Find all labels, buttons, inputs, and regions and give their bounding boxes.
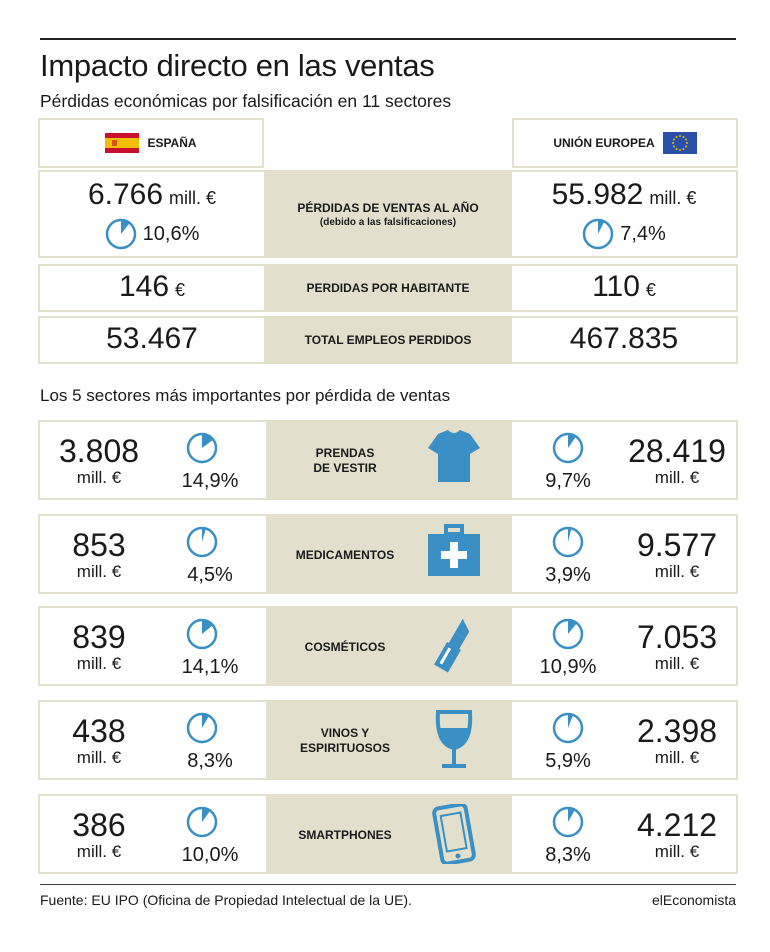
summary-label-per-capita: PERDIDAS POR HABITANTE xyxy=(264,266,512,310)
source-note: Fuente: EU IPO (Oficina de Propiedad Int… xyxy=(40,892,412,908)
spain-sector-pie-icon xyxy=(186,712,218,744)
smartphone-icon xyxy=(432,804,476,864)
eu-sector-pct: 10,9% xyxy=(539,656,597,678)
eu-column-header: UNIÓN EUROPEA xyxy=(512,118,738,168)
spain-jobs: 53.467 xyxy=(106,322,198,355)
spain-sector-value: 438 xyxy=(72,713,126,749)
spain-label: ESPAÑA xyxy=(147,136,197,150)
eu-sector-unit: mill. € xyxy=(654,654,700,673)
eu-sector-unit: mill. € xyxy=(654,748,700,767)
sector-row: 853 mill. €4,5% MEDICAMENTOS 3,9% 9.577 mill.… xyxy=(38,514,738,594)
eu-sector-pie-icon xyxy=(552,526,584,558)
summary-label-jobs: TOTAL EMPLEOS PERDIDOS xyxy=(264,318,512,362)
eu-sector-unit: mill. € xyxy=(654,562,700,581)
eu-sector-value: 28.419 xyxy=(628,433,726,469)
page-title: Impacto directo en las ventas xyxy=(40,48,435,83)
lipstick-icon xyxy=(434,618,470,673)
spain-sector-pie-icon xyxy=(186,806,218,838)
eu-label: UNIÓN EUROPEA xyxy=(553,136,655,150)
spain-sector-unit: mill. € xyxy=(76,842,122,861)
spain-sector-unit: mill. € xyxy=(76,654,122,673)
eu-sector-pct: 5,9% xyxy=(545,750,591,772)
spain-sector-pct: 8,3% xyxy=(187,750,233,772)
eu-sector-pie-icon xyxy=(552,432,584,464)
sector-band xyxy=(266,422,512,498)
sector-row: 3.808 mill. €14,9% PRENDAS DE VESTIR 9,7% 28… xyxy=(38,420,738,500)
eu-per-capita: 110 € xyxy=(592,270,656,303)
spain-sector-value: 839 xyxy=(72,619,126,655)
sector-name: COSMÉTICOS xyxy=(304,640,386,654)
eu-sector-pie-icon xyxy=(552,806,584,838)
spain-sector-unit: mill. € xyxy=(76,468,122,487)
spain-sector-pie-icon xyxy=(186,432,218,464)
eu-sales-loss: 55.982 mill. € 7,4% xyxy=(512,178,736,250)
eu-sector-pct: 3,9% xyxy=(545,564,591,586)
sector-name: MEDICAMENTOS xyxy=(295,548,395,562)
spain-column-header: ESPAÑA xyxy=(38,118,264,168)
sector-row: 438 mill. €8,3% VINOS Y ESPIRITUOSOS 5,9% 2.… xyxy=(38,700,738,780)
eu-sector-value: 9.577 xyxy=(636,527,718,563)
brand-name: elEconomista xyxy=(651,892,736,908)
sector-row: 386 mill. €10,0% SMARTPHONES 8,3% 4.212 mill.… xyxy=(38,794,738,874)
spain-sector-unit: mill. € xyxy=(76,562,122,581)
spain-sales-loss: 6.766 mill. € 10,6% xyxy=(40,178,264,250)
eu-sales-share-pie-icon xyxy=(582,218,614,250)
spain-sector-pie-icon xyxy=(186,526,218,558)
eu-sector-pct: 8,3% xyxy=(545,844,591,866)
sector-band xyxy=(266,608,512,684)
eu-sector-value: 7.053 xyxy=(636,619,718,655)
eu-sector-unit: mill. € xyxy=(654,842,700,861)
spain-sector-value: 3.808 xyxy=(58,433,140,469)
spain-sector-pie-icon xyxy=(186,618,218,650)
summary-label-sales-loss: PÉRDIDAS DE VENTAS AL AÑO (debido a las … xyxy=(264,172,512,256)
spain-sector-pct: 4,5% xyxy=(187,564,233,586)
sectors-section-title: Los 5 sectores más importantes por pérdi… xyxy=(40,386,451,405)
sector-name: VINOS Y ESPIRITUOSOS xyxy=(299,726,391,755)
eu-sector-unit: mill. € xyxy=(654,468,700,487)
sector-name: PRENDAS DE VESTIR xyxy=(313,446,377,475)
sector-row: 839 mill. €14,1% COSMÉTICOS 10,9% 7.053 mill.… xyxy=(38,606,738,686)
eu-flag-icon xyxy=(662,132,697,154)
eu-sector-pct: 9,7% xyxy=(545,470,591,492)
spain-per-capita: 146 € xyxy=(118,270,186,303)
spain-sector-value: 386 xyxy=(72,807,126,843)
spain-flag-icon xyxy=(105,133,140,153)
spain-sector-pct: 14,9% xyxy=(181,470,239,492)
spain-sector-pct: 14,1% xyxy=(181,656,239,678)
wine-glass-icon xyxy=(435,710,473,768)
spain-sector-value: 853 xyxy=(72,527,126,563)
top-rule xyxy=(40,38,736,40)
eu-jobs: 467.835 xyxy=(569,322,679,355)
spain-sector-unit: mill. € xyxy=(76,748,122,767)
eu-sector-pie-icon xyxy=(552,618,584,650)
page-subtitle: Pérdidas económicas por falsificación en… xyxy=(40,91,452,111)
tshirt-icon xyxy=(428,430,480,482)
eu-sector-value: 2.398 xyxy=(636,713,718,749)
eu-sector-pie-icon xyxy=(552,712,584,744)
spain-sales-share-pie-icon xyxy=(105,218,136,250)
medicine-kit-icon xyxy=(428,524,480,576)
spain-sector-pct: 10,0% xyxy=(181,844,239,866)
sector-name: SMARTPHONES xyxy=(298,828,392,842)
eu-sector-value: 4.212 xyxy=(636,807,718,843)
footer-rule xyxy=(40,884,736,885)
